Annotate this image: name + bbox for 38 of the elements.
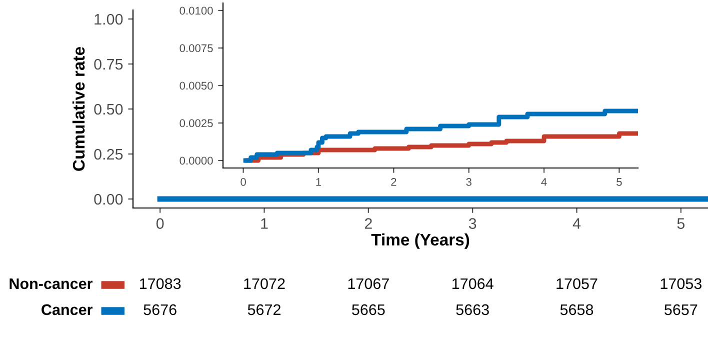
- x-tick-label: 3: [466, 178, 472, 186]
- x-tick-label: 3: [468, 218, 476, 229]
- y-tick-label: 0.50: [94, 104, 123, 115]
- text: 5665: [352, 304, 385, 316]
- x-tick-label: 1: [261, 218, 268, 229]
- y-tick-label: 0.0100: [180, 6, 213, 15]
- y-tick-label: 0.0050: [180, 82, 213, 90]
- text: 5658: [560, 304, 594, 316]
- text: 5663: [456, 304, 489, 316]
- text: 17053: [660, 278, 702, 290]
- x-tick-label: 2: [391, 178, 396, 186]
- y-tick-label: 0.0000: [180, 156, 213, 165]
- x-tick-label: 1: [316, 178, 322, 186]
- y-tick-label: 0.00: [94, 194, 123, 205]
- x-axis-title: Time (Years): [371, 233, 470, 249]
- text: 5657: [664, 304, 698, 316]
- x-tick-label: 0: [156, 218, 164, 229]
- x-tick-label: 4: [541, 178, 547, 186]
- y-tick-label: 0.0025: [180, 119, 213, 128]
- x-tick-label: 5: [677, 218, 685, 229]
- text: 17057: [556, 278, 598, 290]
- x-tick-label: 2: [364, 218, 372, 229]
- text: 5676: [144, 304, 176, 316]
- y-axis-title: Cumulative rate: [72, 47, 85, 171]
- x-tick-label: 0: [240, 178, 246, 186]
- x-tick-label: 5: [616, 178, 622, 186]
- y-tick-label: 0.75: [94, 58, 123, 70]
- x-tick-label: 4: [572, 218, 581, 229]
- text: 17072: [244, 278, 285, 290]
- legend-label: Non-cancer: [10, 278, 93, 290]
- y-tick-label: 1.00: [94, 14, 123, 25]
- text: 5672: [248, 304, 280, 316]
- text: 17067: [348, 278, 389, 290]
- legend-label: Cancer: [42, 304, 93, 316]
- text: 17083: [140, 278, 181, 290]
- y-tick-label: 0.25: [94, 148, 123, 160]
- text: 17064: [452, 278, 494, 290]
- y-tick-label: 0.0075: [180, 44, 213, 52]
